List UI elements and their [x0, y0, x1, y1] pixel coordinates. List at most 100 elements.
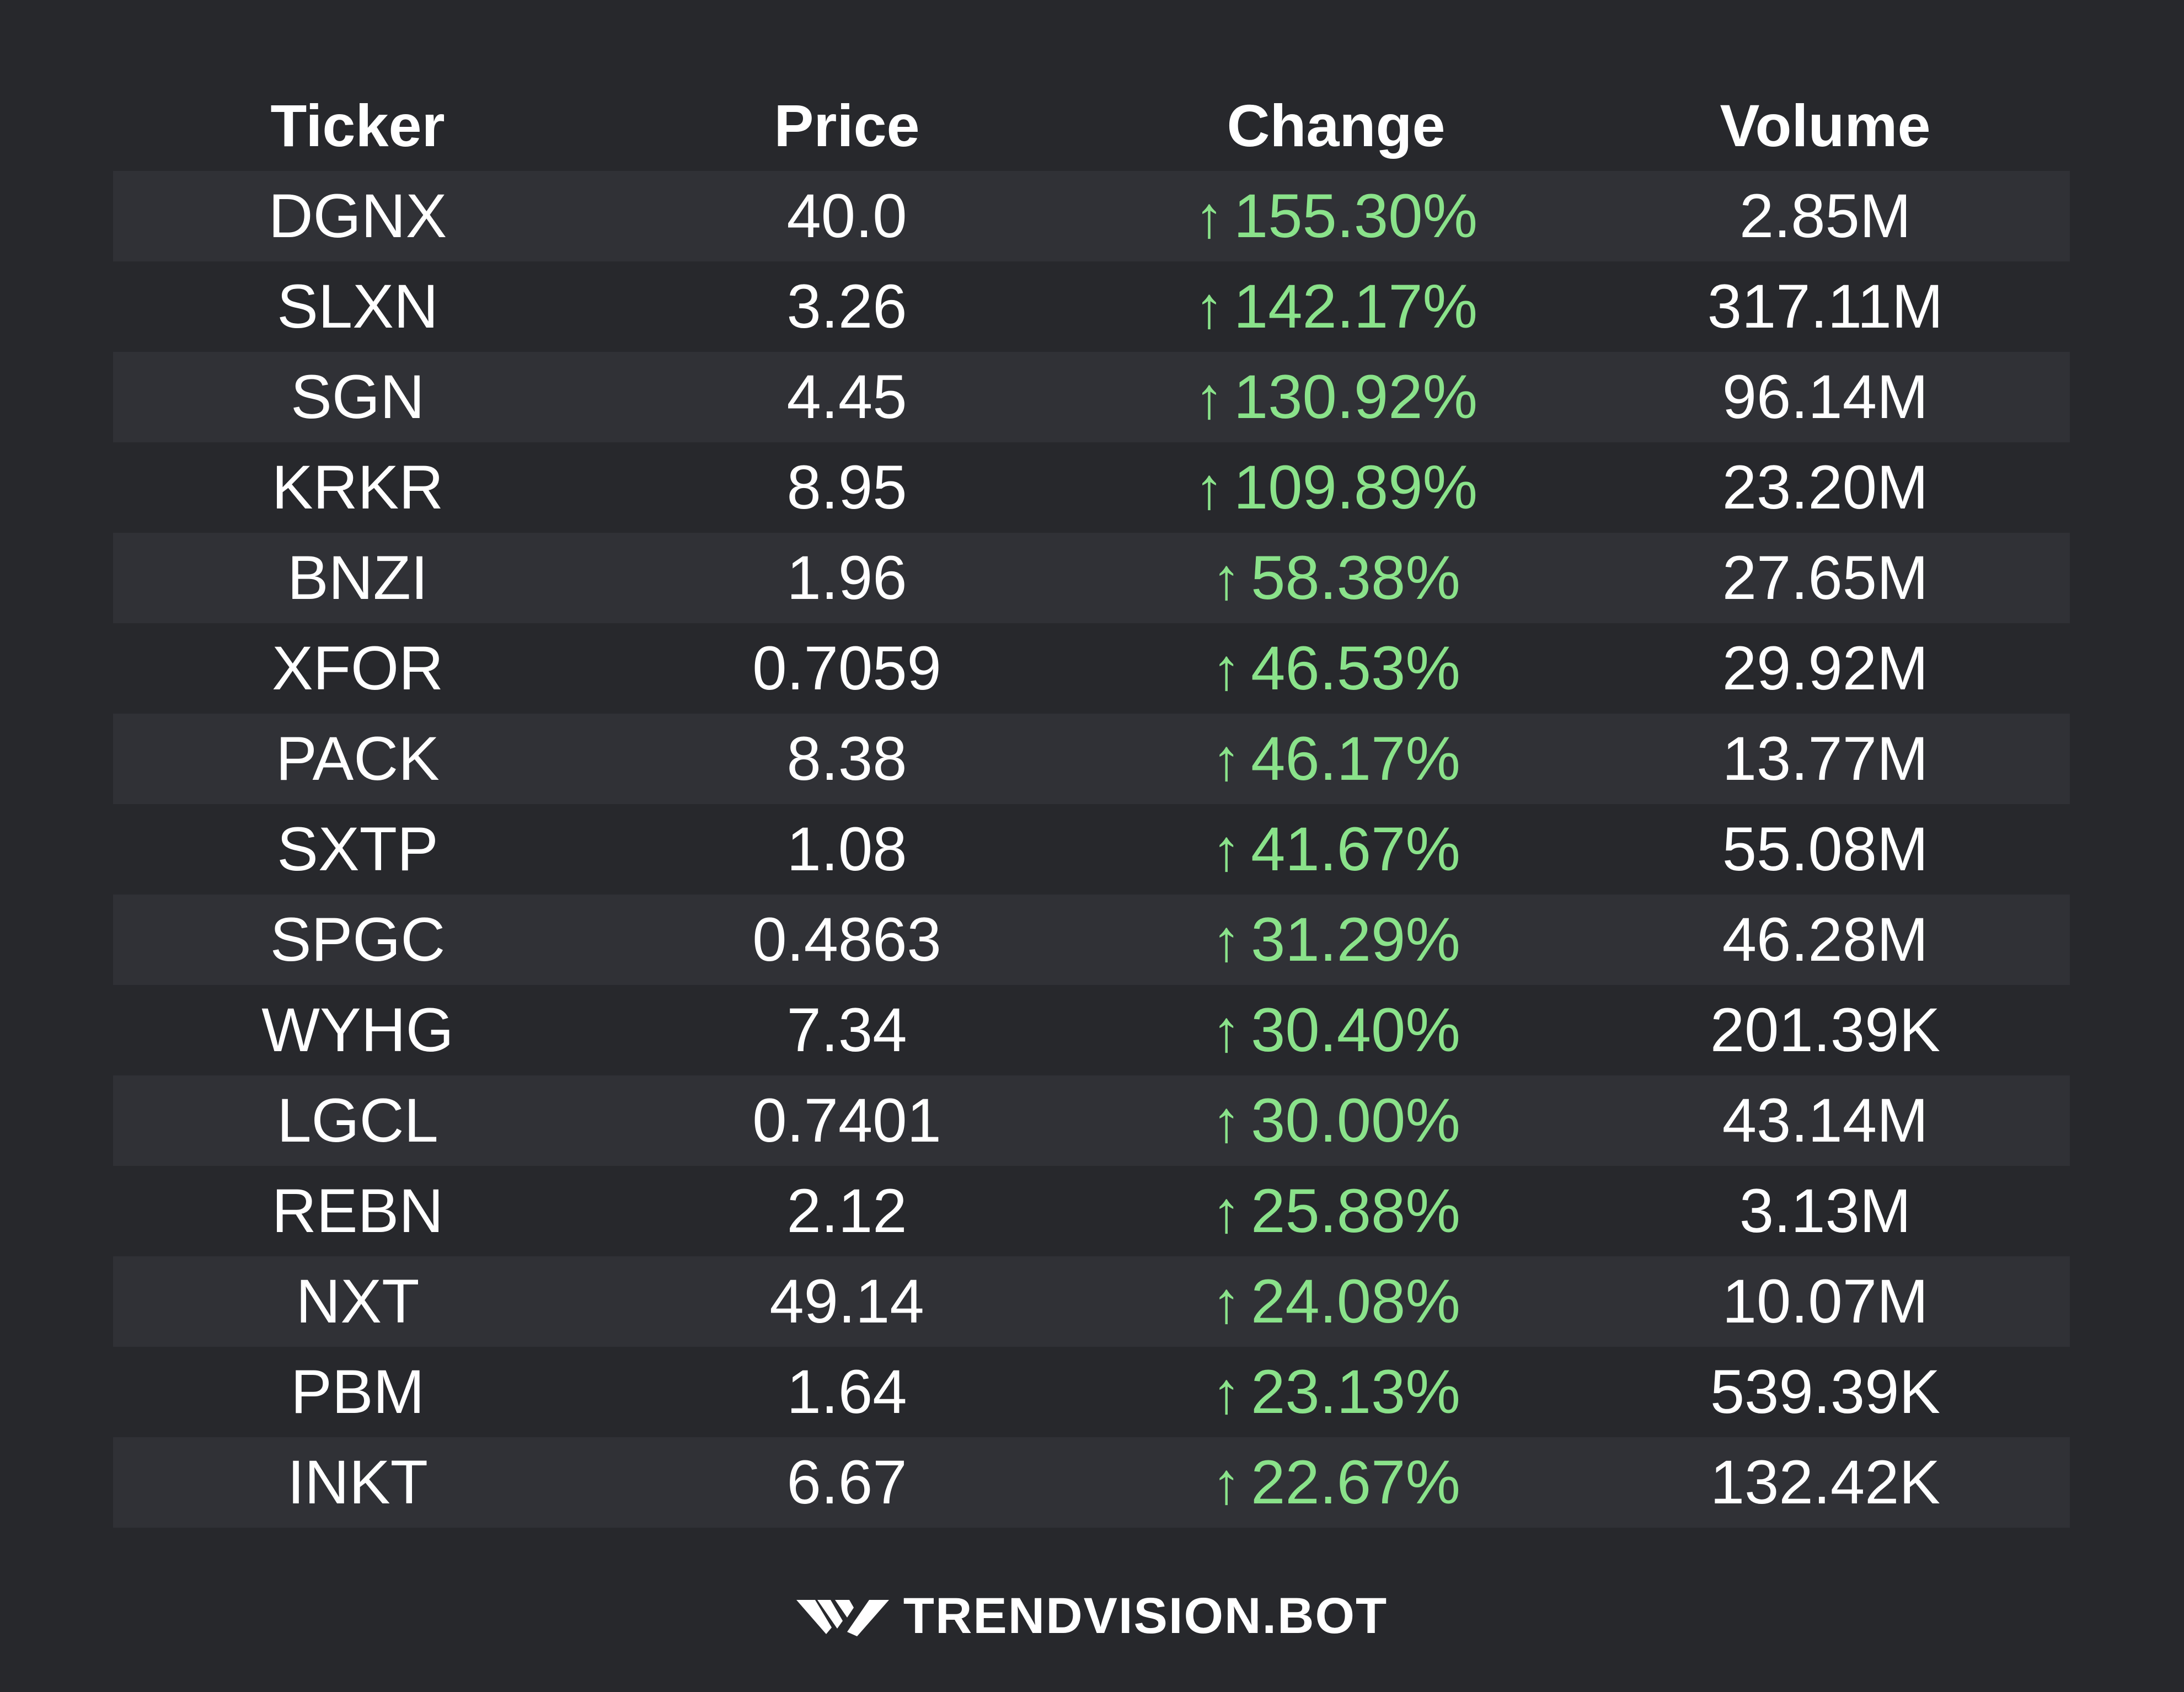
- header-ticker: Ticker: [270, 92, 445, 159]
- change-cell: ↑ 46.17%: [1091, 728, 1581, 790]
- up-arrow-icon: ↑: [1212, 547, 1241, 612]
- change-cell: ↑ 23.13%: [1091, 1361, 1581, 1423]
- volume-cell: 96.14M: [1722, 362, 1929, 431]
- price-cell: 2.12: [786, 1176, 907, 1245]
- change-cell: ↑ 30.40%: [1091, 999, 1581, 1061]
- change-cell: ↑ 24.08%: [1091, 1271, 1581, 1332]
- ticker-cell: WYHG: [261, 995, 454, 1064]
- up-arrow-icon: ↑: [1212, 999, 1241, 1064]
- table-row: SGN 4.45 ↑ 130.92% 96.14M: [113, 352, 2070, 442]
- price-cell: 3.26: [786, 272, 907, 341]
- change-value: 109.89%: [1233, 453, 1478, 522]
- up-arrow-icon: ↑: [1194, 185, 1224, 250]
- table-row: DGNX 40.0 ↑ 155.30% 2.85M: [113, 171, 2070, 261]
- ticker-cell: DGNX: [268, 181, 447, 250]
- table-row: WYHG 7.34 ↑ 30.40% 201.39K: [113, 985, 2070, 1075]
- volume-cell: 201.39K: [1710, 995, 1941, 1064]
- volume-cell: 27.65M: [1722, 543, 1929, 612]
- table-row: SLXN 3.26 ↑ 142.17% 317.11M: [113, 261, 2070, 352]
- ticker-cell: XFOR: [271, 634, 444, 703]
- ticker-cell: PBM: [291, 1357, 425, 1426]
- change-value: 30.00%: [1251, 1086, 1460, 1155]
- volume-cell: 539.39K: [1710, 1357, 1941, 1426]
- price-cell: 1.64: [786, 1357, 907, 1426]
- change-cell: ↑ 25.88%: [1091, 1180, 1581, 1242]
- up-arrow-icon: ↑: [1212, 637, 1241, 702]
- header-change: Change: [1227, 92, 1446, 159]
- table-row: PACK 8.38 ↑ 46.17% 13.77M: [113, 714, 2070, 804]
- price-cell: 40.0: [786, 181, 907, 250]
- price-cell: 7.34: [786, 995, 907, 1064]
- up-arrow-icon: ↑: [1212, 1180, 1241, 1245]
- price-cell: 0.7401: [752, 1086, 941, 1155]
- change-value: 22.67%: [1251, 1448, 1460, 1517]
- gainers-table: Ticker Price Change Volume DGNX 40.0 ↑ 155.…: [113, 81, 2070, 1528]
- price-cell: 0.4863: [752, 905, 941, 974]
- change-value: 58.38%: [1251, 543, 1460, 612]
- ticker-cell: NXT: [296, 1267, 420, 1336]
- up-arrow-icon: ↑: [1194, 275, 1224, 340]
- header-volume: Volume: [1720, 92, 1931, 159]
- table-row: SXTP 1.08 ↑ 41.67% 55.08M: [113, 804, 2070, 895]
- ticker-cell: SLXN: [277, 272, 438, 341]
- change-value: 142.17%: [1233, 272, 1478, 341]
- change-value: 130.92%: [1233, 362, 1478, 431]
- volume-cell: 10.07M: [1722, 1267, 1929, 1336]
- change-cell: ↑ 30.00%: [1091, 1090, 1581, 1152]
- volume-cell: 3.13M: [1739, 1176, 1912, 1245]
- change-cell: ↑ 109.89%: [1091, 457, 1581, 518]
- up-arrow-icon: ↑: [1212, 908, 1241, 973]
- change-cell: ↑ 46.53%: [1091, 638, 1581, 699]
- change-value: 46.17%: [1251, 724, 1460, 793]
- change-value: 24.08%: [1251, 1267, 1460, 1336]
- change-cell: ↑ 41.67%: [1091, 818, 1581, 880]
- table-row: REBN 2.12 ↑ 25.88% 3.13M: [113, 1166, 2070, 1256]
- up-arrow-icon: ↑: [1194, 366, 1224, 431]
- brand-name: TRENDVISION.BOT: [903, 1587, 1388, 1644]
- volume-cell: 23.20M: [1722, 453, 1929, 522]
- price-cell: 4.45: [786, 362, 907, 431]
- table-row: INKT 6.67 ↑ 22.67% 132.42K: [113, 1437, 2070, 1528]
- volume-cell: 2.85M: [1739, 181, 1912, 250]
- change-value: 31.29%: [1251, 905, 1460, 974]
- price-cell: 0.7059: [752, 634, 941, 703]
- table-header: Ticker Price Change Volume: [113, 81, 2070, 171]
- ticker-cell: SGN: [291, 362, 425, 431]
- ticker-cell: INKT: [287, 1448, 429, 1517]
- table-row: KRKR 8.95 ↑ 109.89% 23.20M: [113, 442, 2070, 533]
- volume-cell: 43.14M: [1722, 1086, 1929, 1155]
- volume-cell: 46.28M: [1722, 905, 1929, 974]
- up-arrow-icon: ↑: [1212, 1270, 1241, 1335]
- change-value: 46.53%: [1251, 634, 1460, 703]
- price-cell: 8.95: [786, 453, 907, 522]
- volume-cell: 132.42K: [1710, 1448, 1941, 1517]
- table-row: XFOR 0.7059 ↑ 46.53% 29.92M: [113, 623, 2070, 714]
- ticker-cell: SXTP: [277, 815, 438, 884]
- price-cell: 49.14: [769, 1267, 924, 1336]
- volume-cell: 13.77M: [1722, 724, 1929, 793]
- price-cell: 1.08: [786, 815, 907, 884]
- ticker-cell: REBN: [271, 1176, 444, 1245]
- table-row: BNZI 1.96 ↑ 58.38% 27.65M: [113, 533, 2070, 623]
- footer: TRENDVISION.BOT: [0, 1587, 2184, 1644]
- ticker-cell: LGCL: [277, 1086, 438, 1155]
- ticker-cell: SPGC: [270, 905, 446, 974]
- volume-cell: 317.11M: [1707, 272, 1944, 341]
- ticker-cell: KRKR: [271, 453, 444, 522]
- change-value: 155.30%: [1233, 181, 1478, 250]
- up-arrow-icon: ↑: [1212, 818, 1241, 883]
- change-cell: ↑ 142.17%: [1091, 276, 1581, 338]
- header-price: Price: [774, 92, 920, 159]
- trendvision-logo-icon: [796, 1600, 889, 1636]
- up-arrow-icon: ↑: [1194, 456, 1224, 521]
- change-cell: ↑ 22.67%: [1091, 1452, 1581, 1513]
- change-cell: ↑ 155.30%: [1091, 185, 1581, 247]
- price-cell: 1.96: [786, 543, 907, 612]
- table-row: LGCL 0.7401 ↑ 30.00% 43.14M: [113, 1075, 2070, 1166]
- table-row: PBM 1.64 ↑ 23.13% 539.39K: [113, 1347, 2070, 1437]
- change-value: 41.67%: [1251, 815, 1460, 884]
- price-cell: 8.38: [786, 724, 907, 793]
- table-body: DGNX 40.0 ↑ 155.30% 2.85M SLXN 3.26 ↑ 142.17% 317…: [113, 171, 2070, 1528]
- volume-cell: 29.92M: [1722, 634, 1929, 703]
- price-cell: 6.67: [786, 1448, 907, 1517]
